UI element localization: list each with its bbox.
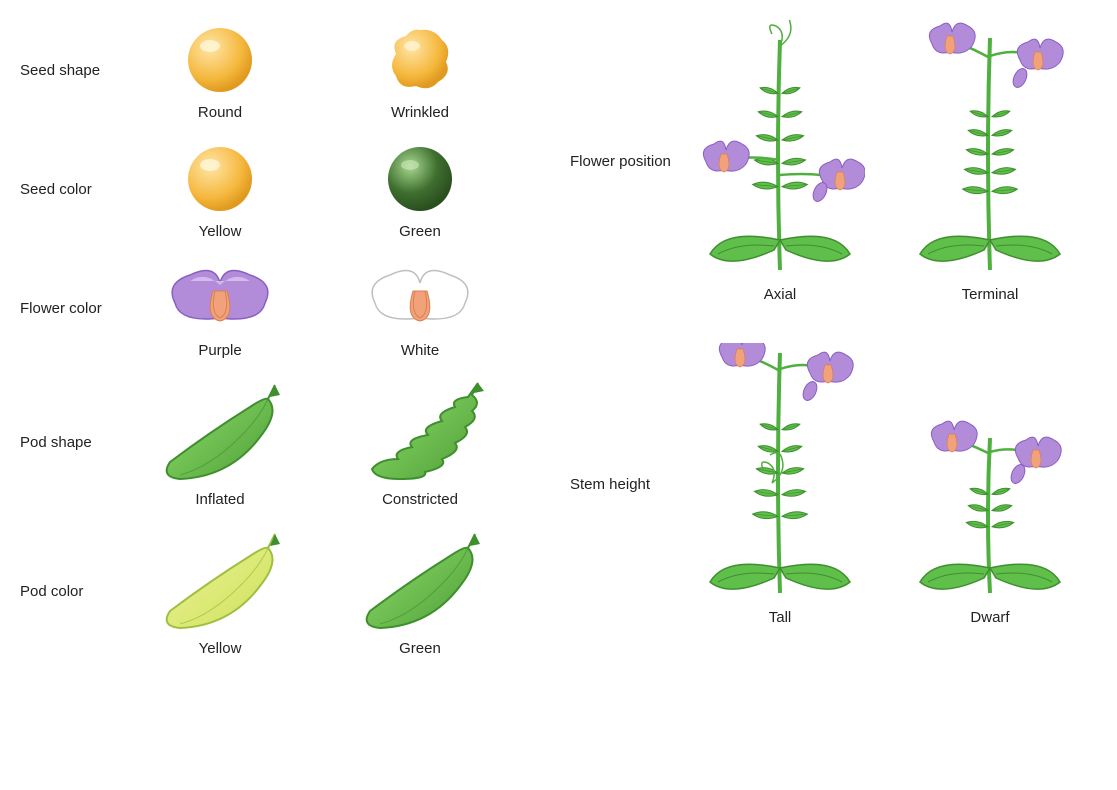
variants: Yellow Green [140,139,540,240]
variant-axial: Axial [690,20,870,303]
variant-yellow-pod: Yellow [140,526,300,657]
flower-purple-icon [165,258,275,338]
seed-green-icon [384,139,456,219]
seed-yellow-icon [184,139,256,219]
variant-terminal: Terminal [900,20,1080,303]
trait-pod-shape: Pod shape Inflated [20,377,540,508]
trait-label: Pod color [20,583,140,600]
plant-tall-icon [695,343,865,603]
variants: Purple White [140,258,540,359]
pod-yellow-icon [150,526,290,636]
variant-green-seed: Green [340,139,500,240]
caption: Green [399,223,441,240]
variant-purple-flower: Purple [140,258,300,359]
trait-label: Seed color [20,181,140,198]
caption: Green [399,640,441,657]
variants: Round Wrinkled [140,20,540,121]
caption: Round [198,104,242,121]
plant-axial-icon [695,20,865,280]
variant-white-flower: White [340,258,500,359]
caption: Wrinkled [391,104,449,121]
trait-seed-color: Seed color Yellow Green [20,139,540,240]
variant-dwarf: Dwarf [900,343,1080,626]
caption: Terminal [962,286,1019,303]
variant-inflated-pod: Inflated [140,377,300,508]
variants: Axial Terminal [690,20,1080,303]
pod-inflated-icon [150,377,290,487]
caption: Yellow [199,640,242,657]
trait-seed-shape: Seed shape Round Wrinkled [20,20,540,121]
variant-round: Round [140,20,300,121]
left-column: Seed shape Round Wrinkled Seed color [20,20,540,675]
caption: Purple [198,342,241,359]
caption: White [401,342,439,359]
caption: Inflated [195,491,244,508]
variant-wrinkled: Wrinkled [340,20,500,121]
variant-yellow-seed: Yellow [140,139,300,240]
trait-flower-color: Flower color Purple [20,258,540,359]
trait-label: Seed shape [20,62,140,79]
seed-round-icon [184,20,256,100]
flower-white-icon [365,258,475,338]
caption: Axial [764,286,797,303]
variant-tall: Tall [690,343,870,626]
plant-dwarf-icon [905,343,1075,603]
trait-label: Flower position [570,153,690,170]
trait-label: Flower color [20,300,140,317]
traits-diagram: Seed shape Round Wrinkled Seed color [20,20,1097,675]
caption: Dwarf [970,609,1009,626]
trait-pod-color: Pod color Yellow [20,526,540,657]
caption: Tall [769,609,792,626]
seed-wrinkled-icon [386,20,454,100]
plant-terminal-icon [905,20,1075,280]
variants: Yellow Green [140,526,540,657]
trait-flower-position: Flower position Axial [570,20,1090,303]
pod-constricted-icon [350,377,490,487]
trait-label: Pod shape [20,434,140,451]
trait-stem-height: Stem height Tall [570,343,1090,626]
trait-label: Stem height [570,476,690,493]
variant-green-pod: Green [340,526,500,657]
right-column: Flower position Axial [570,20,1090,675]
variants: Inflated Constricted [140,377,540,508]
caption: Constricted [382,491,458,508]
variant-constricted-pod: Constricted [340,377,500,508]
pod-green-icon [350,526,490,636]
variants: Tall Dwarf [690,343,1080,626]
caption: Yellow [199,223,242,240]
